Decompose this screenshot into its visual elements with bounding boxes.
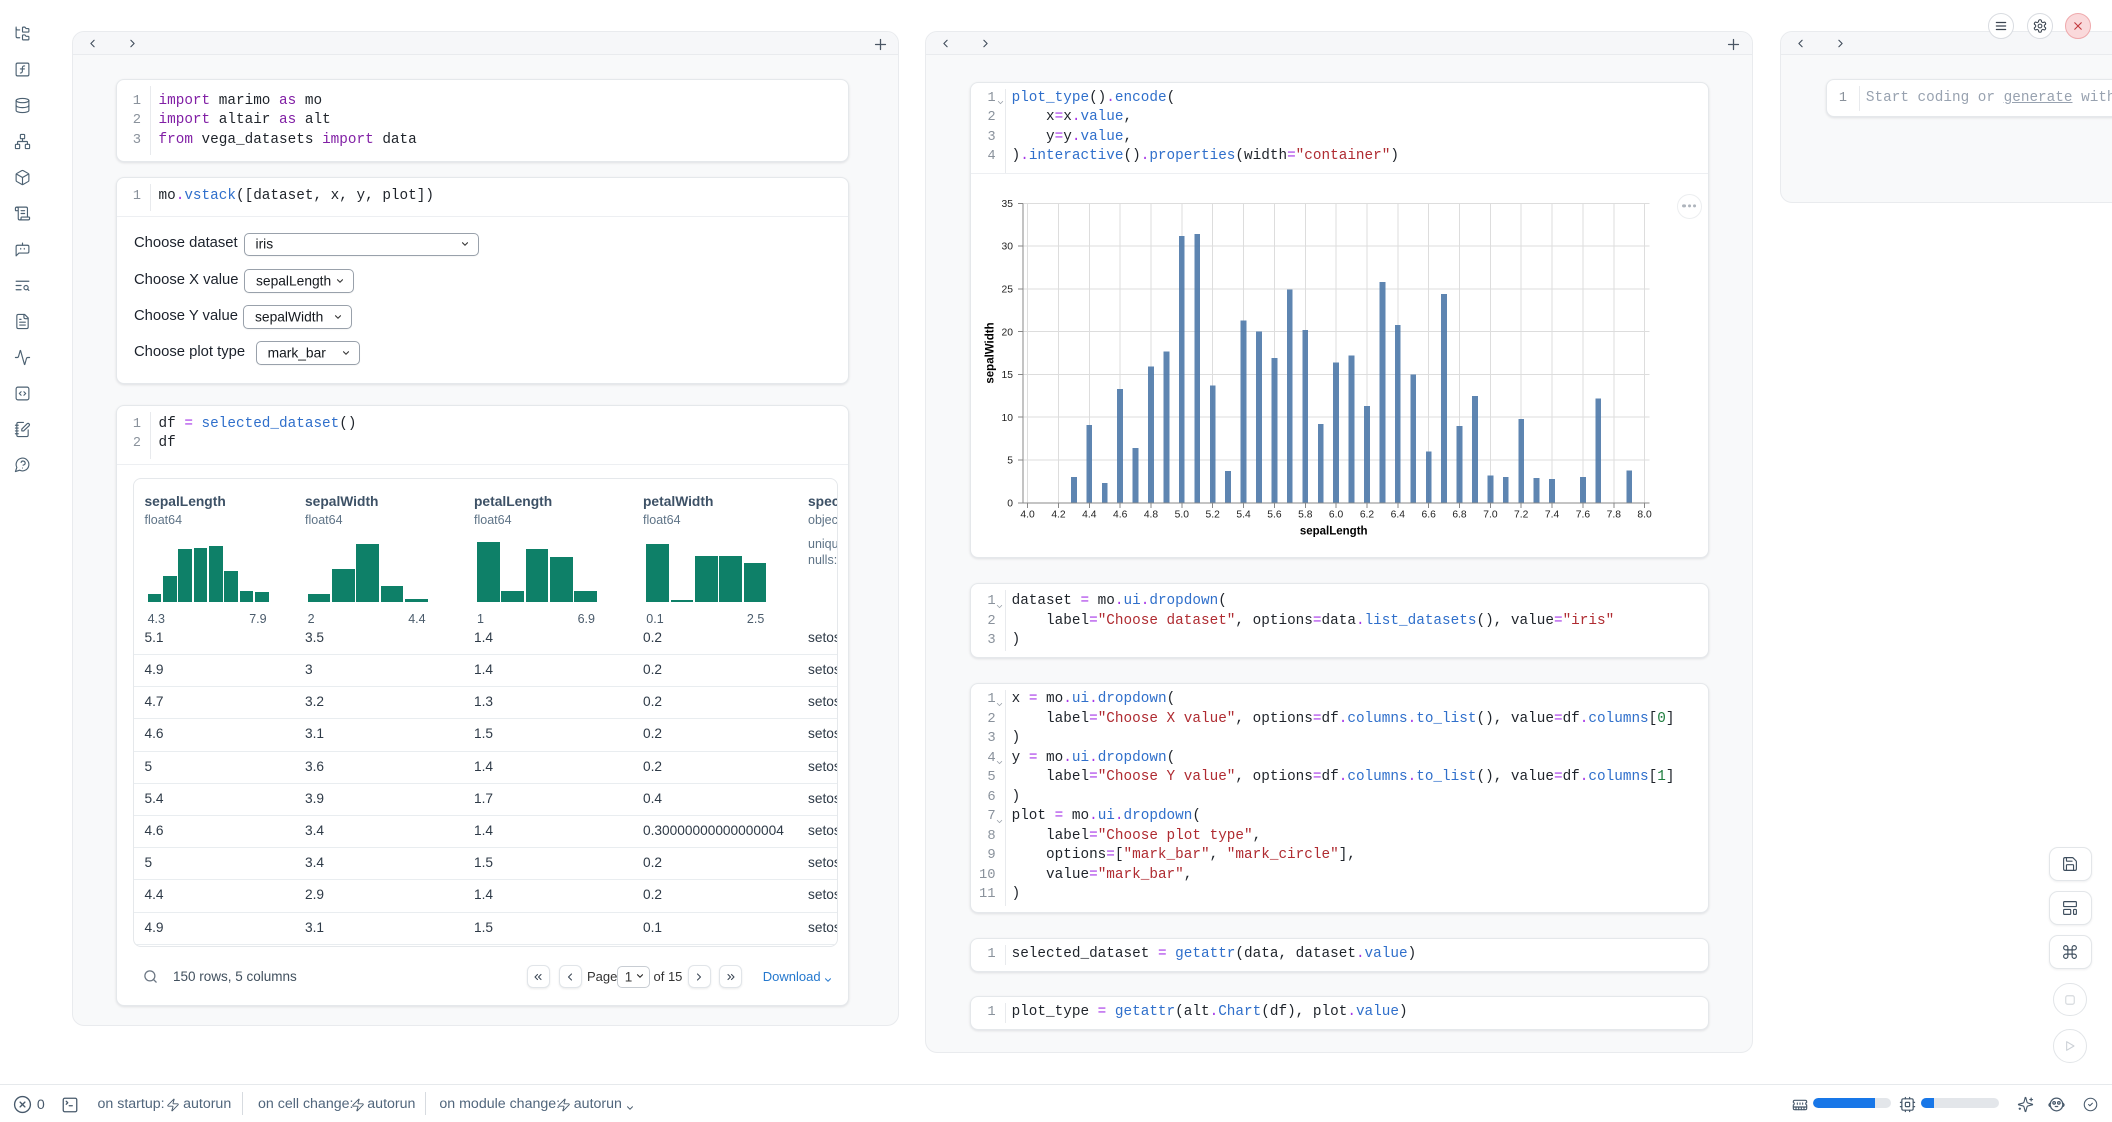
svg-text:sepalWidth: sepalWidth — [985, 322, 997, 383]
svg-text:10: 10 — [1002, 413, 1014, 424]
svg-text:6.4: 6.4 — [1391, 510, 1406, 521]
svg-text:0: 0 — [1007, 498, 1013, 509]
svg-text:6.2: 6.2 — [1360, 510, 1375, 521]
svg-text:7.4: 7.4 — [1545, 510, 1560, 521]
svg-text:35: 35 — [1002, 199, 1014, 210]
svg-text:7.6: 7.6 — [1576, 510, 1591, 521]
svg-text:30: 30 — [1002, 242, 1014, 253]
svg-text:6.6: 6.6 — [1422, 510, 1437, 521]
svg-text:5.6: 5.6 — [1267, 510, 1282, 521]
svg-text:6.0: 6.0 — [1329, 510, 1344, 521]
svg-text:5.4: 5.4 — [1236, 510, 1251, 521]
svg-text:7.2: 7.2 — [1514, 510, 1529, 521]
svg-text:15: 15 — [1002, 370, 1014, 381]
svg-text:4.2: 4.2 — [1051, 510, 1066, 521]
svg-text:4.4: 4.4 — [1082, 510, 1097, 521]
svg-text:25: 25 — [1002, 285, 1014, 296]
svg-text:6.8: 6.8 — [1452, 510, 1467, 521]
svg-text:5: 5 — [1007, 456, 1013, 467]
svg-text:5.2: 5.2 — [1206, 510, 1221, 521]
svg-text:8.0: 8.0 — [1637, 510, 1652, 521]
svg-text:7.0: 7.0 — [1483, 510, 1498, 521]
svg-text:4.0: 4.0 — [1020, 510, 1035, 521]
svg-text:5.0: 5.0 — [1175, 510, 1190, 521]
svg-text:4.8: 4.8 — [1144, 510, 1159, 521]
svg-text:20: 20 — [1002, 327, 1014, 338]
svg-text:7.8: 7.8 — [1607, 510, 1622, 521]
svg-text:5.8: 5.8 — [1298, 510, 1313, 521]
svg-text:sepalLength: sepalLength — [1300, 526, 1368, 538]
svg-text:4.6: 4.6 — [1113, 510, 1128, 521]
